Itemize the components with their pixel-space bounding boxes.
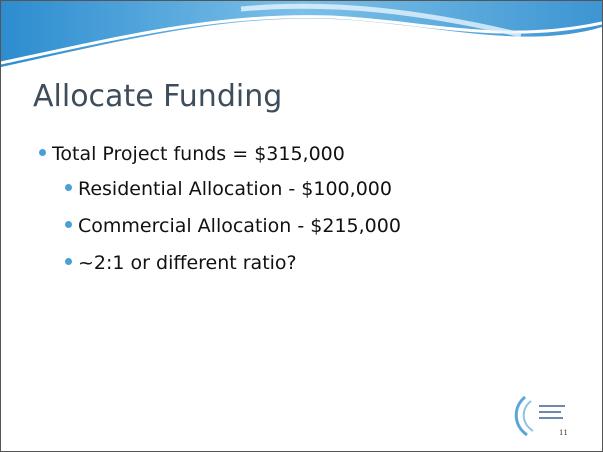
slide: Allocate Funding Total Project funds = $… — [0, 0, 603, 452]
bullet-text: Total Project funds = $315,000 — [52, 143, 345, 165]
sub-bullet: Residential Allocation - $100,000 — [65, 178, 392, 200]
bullet: Total Project funds = $315,000 — [39, 143, 345, 165]
sub-bullet: ~2:1 or different ratio? — [65, 252, 297, 274]
header-wave — [1, 1, 602, 71]
bullet-text: Commercial Allocation - $215,000 — [78, 215, 401, 237]
slide-title: Allocate Funding — [33, 79, 282, 114]
page-number: 11 — [559, 429, 568, 437]
sub-bullet: Commercial Allocation - $215,000 — [65, 215, 401, 237]
bullet-text: ~2:1 or different ratio? — [78, 252, 297, 274]
page: Allocate Funding Total Project funds = $… — [0, 0, 603, 452]
bullet-text: Residential Allocation - $100,000 — [78, 178, 392, 200]
